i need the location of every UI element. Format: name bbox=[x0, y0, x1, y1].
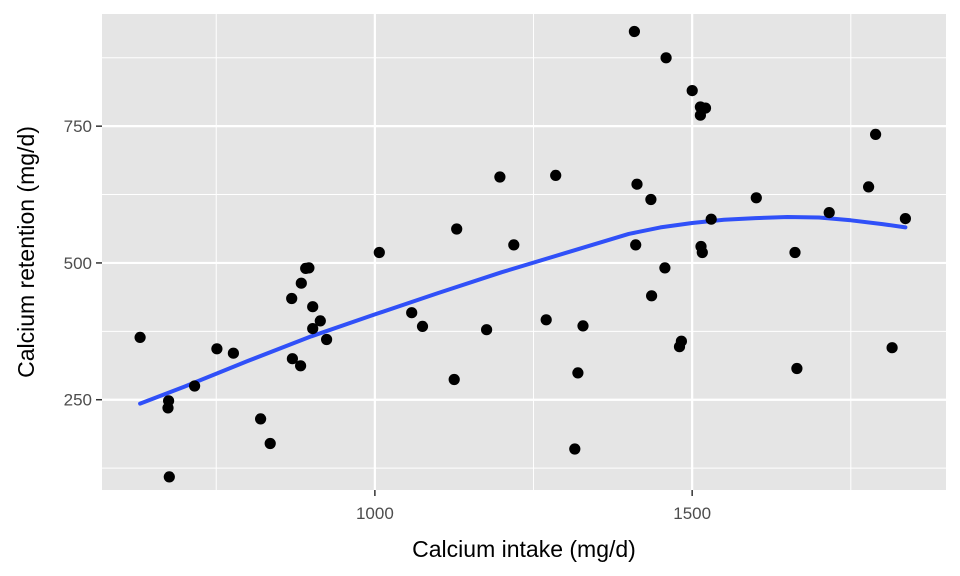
y-tick-label: 750 bbox=[64, 117, 92, 136]
data-point bbox=[540, 314, 552, 326]
data-point bbox=[863, 181, 875, 193]
data-points bbox=[134, 25, 912, 483]
data-point bbox=[295, 360, 307, 372]
data-point bbox=[789, 246, 801, 259]
smooth-line bbox=[138, 215, 908, 406]
data-point bbox=[646, 290, 658, 302]
data-point bbox=[699, 102, 712, 114]
data-point bbox=[211, 343, 223, 355]
data-point bbox=[134, 331, 146, 343]
data-point bbox=[163, 471, 175, 483]
data-point bbox=[451, 223, 463, 235]
data-point bbox=[448, 373, 460, 386]
minor-gridlines bbox=[102, 14, 946, 490]
axis-ticks bbox=[96, 125, 693, 496]
x-axis-title: Calcium intake (mg/d) bbox=[412, 536, 636, 562]
data-point bbox=[508, 239, 520, 251]
data-point bbox=[886, 342, 898, 354]
data-point bbox=[569, 443, 581, 455]
y-tick-label: 500 bbox=[64, 254, 92, 273]
data-point bbox=[307, 323, 319, 335]
data-point bbox=[373, 246, 385, 259]
data-point bbox=[630, 239, 642, 251]
data-point bbox=[645, 193, 657, 206]
data-point bbox=[307, 301, 319, 313]
plot-panel bbox=[102, 14, 946, 490]
tick-labels: 1000 1500 250 500 750 bbox=[64, 117, 711, 523]
smooth-trend bbox=[138, 215, 908, 406]
data-point bbox=[686, 85, 698, 97]
data-point bbox=[303, 262, 315, 274]
data-point bbox=[255, 413, 267, 425]
data-point bbox=[705, 213, 717, 225]
y-tick-label: 250 bbox=[64, 391, 92, 410]
data-point bbox=[791, 362, 803, 375]
data-point bbox=[264, 437, 276, 450]
data-point bbox=[628, 25, 641, 38]
data-point bbox=[750, 192, 762, 204]
data-point bbox=[481, 324, 493, 336]
data-point bbox=[659, 262, 671, 274]
data-point bbox=[295, 277, 307, 289]
data-point bbox=[416, 320, 429, 332]
data-point bbox=[550, 169, 562, 181]
data-point bbox=[675, 335, 688, 347]
y-axis-title: Calcium retention (mg/d) bbox=[13, 126, 39, 378]
data-point bbox=[227, 347, 239, 359]
data-point bbox=[870, 128, 882, 140]
data-point bbox=[406, 307, 418, 319]
data-point bbox=[286, 292, 298, 305]
data-point bbox=[314, 315, 326, 327]
data-point bbox=[899, 213, 912, 225]
data-point bbox=[660, 52, 672, 64]
data-point bbox=[321, 333, 333, 346]
major-gridlines bbox=[102, 14, 946, 490]
x-tick-label: 1000 bbox=[356, 504, 394, 523]
data-point bbox=[189, 380, 201, 392]
data-point bbox=[823, 207, 835, 219]
data-point bbox=[494, 171, 506, 183]
data-point bbox=[577, 320, 589, 332]
data-point bbox=[631, 178, 643, 190]
x-tick-label: 1500 bbox=[673, 504, 711, 523]
data-point bbox=[286, 353, 298, 365]
data-point bbox=[162, 402, 174, 414]
data-point bbox=[696, 246, 708, 259]
data-point bbox=[572, 367, 584, 379]
